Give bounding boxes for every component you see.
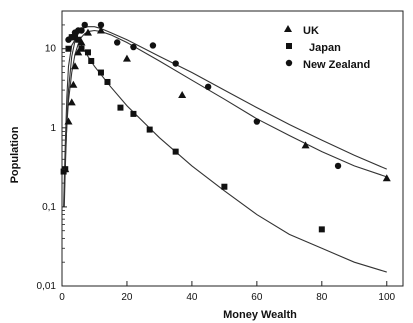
japan-point (221, 183, 228, 190)
new-zealand-point (130, 43, 137, 51)
japan-point (146, 126, 153, 133)
x-tick-label: 80 (316, 292, 328, 303)
y-tick-label: 0,1 (42, 202, 56, 213)
uk-point (67, 98, 76, 106)
fit-curve-japan (63, 39, 387, 273)
japan-point (104, 78, 111, 85)
new-zealand-point (78, 27, 85, 34)
x-tick-label: 20 (121, 292, 133, 303)
japan-point (65, 45, 72, 52)
x-tick-label: 40 (186, 292, 198, 303)
legend-marker-uk (284, 25, 292, 32)
x-tick-label: 0 (59, 292, 65, 303)
uk-point (178, 91, 187, 99)
uk-point (96, 26, 105, 34)
data-points (60, 21, 391, 233)
uk-point (77, 38, 86, 46)
x-tick-label: 100 (378, 292, 395, 303)
uk-point (70, 62, 79, 70)
legend: UK Japan New Zealand (284, 25, 370, 71)
uk-point (64, 117, 73, 125)
new-zealand-point (204, 83, 212, 91)
new-zealand-point (81, 21, 88, 29)
x-tick-label: 60 (251, 292, 263, 303)
japan-point (78, 45, 85, 52)
uk-point (301, 141, 310, 149)
legend-label-japan: Japan (309, 42, 341, 54)
y-tick-label: 0,01 (37, 281, 57, 292)
axis-ticks: 0 20 40 60 80 100 0,01 0,1 1 10 (37, 10, 396, 303)
legend-label-new-zealand: New Zealand (303, 59, 370, 71)
uk-point (69, 80, 78, 88)
uk-point (382, 174, 391, 182)
japan-point (130, 110, 137, 117)
japan-point (75, 36, 82, 43)
japan-point (318, 226, 325, 233)
new-zealand-point (172, 60, 179, 67)
y-tick-label: 1 (50, 123, 56, 134)
legend-label-uk: UK (303, 25, 319, 37)
uk-point (122, 54, 131, 62)
y-axis-title: Population (9, 126, 21, 183)
y-tick-label: 10 (45, 44, 57, 55)
japan-point (117, 104, 124, 111)
legend-marker-japan (286, 43, 292, 49)
japan-point (71, 34, 78, 41)
new-zealand-point (97, 21, 105, 29)
new-zealand-point (68, 33, 75, 41)
uk-point (74, 48, 83, 56)
japan-point (62, 166, 69, 173)
legend-marker-new-zealand (285, 59, 293, 67)
fit-curve-uk (63, 29, 387, 207)
japan-point (172, 148, 179, 155)
fit-curve-new-zealand (63, 26, 387, 207)
japan-point (88, 57, 95, 64)
new-zealand-point (114, 39, 121, 46)
new-zealand-point (149, 42, 157, 49)
uk-point (83, 28, 92, 36)
plot-frame (61, 10, 404, 287)
japan-point (97, 69, 104, 76)
new-zealand-point (253, 118, 261, 125)
japan-point (84, 49, 91, 56)
x-axis-title: Money Wealth (223, 309, 297, 321)
new-zealand-point (334, 162, 342, 170)
